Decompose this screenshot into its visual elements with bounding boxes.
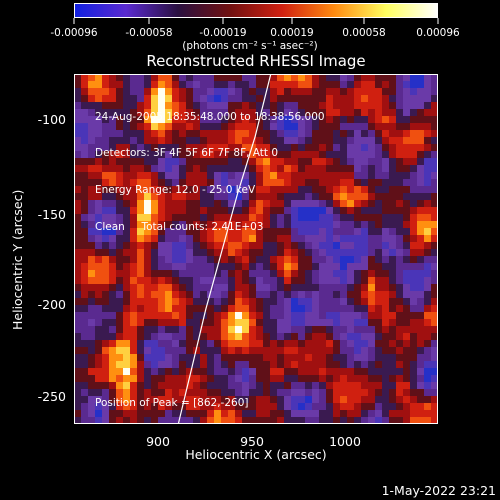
annotation-detectors: Detectors: 3F 4F 5F 6F 7F 8F, Att 0 (95, 147, 279, 160)
y-tick-label: -150 (37, 207, 66, 222)
x-tick-label: 950 (240, 434, 264, 449)
colorbar-unit-label: (photons cm⁻² s⁻¹ asec⁻²) (182, 40, 318, 52)
observation-annotations: 24-Aug-2005 18:35:48.000 to 18:38:56.000… (95, 86, 325, 246)
x-axis-label: Heliocentric X (arcsec) (185, 447, 327, 462)
x-tick-label: 1000 (329, 434, 361, 449)
colorbar-tick-label: 0.00019 (270, 27, 314, 39)
x-tick-label: 900 (146, 434, 170, 449)
plot-frame (74, 74, 438, 424)
colorbar-tick-label: -0.00058 (125, 27, 173, 39)
annotation-time-range: 24-Aug-2005 18:35:48.000 to 18:38:56.000 (95, 110, 325, 123)
annotation-energy-range: Energy Range: 12.0 - 25.0 keV (95, 184, 256, 197)
colorbar-tick-label: -0.00096 (50, 27, 98, 39)
timestamp: 1-May-2022 23:21 (381, 483, 496, 498)
chart-title: Reconstructed RHESSI Image (146, 52, 366, 70)
heatmap-image (74, 74, 438, 424)
peak-position-label: Position of Peak = [862,-260] (95, 397, 249, 409)
colorbar-tick-label: 0.00096 (416, 27, 460, 39)
y-axis-label: Heliocentric Y (arcsec) (10, 189, 25, 330)
colorbar-frame (74, 3, 438, 18)
solar-limb-line (177, 74, 272, 424)
annotation-total-counts: Clean Total counts: 2.41E+03 (95, 221, 264, 234)
y-tick-label: -200 (37, 297, 66, 312)
colorbar (73, 3, 439, 24)
colorbar-tick-label: -0.00019 (199, 27, 247, 39)
colorbar-tick-label: 0.00058 (342, 27, 386, 39)
heatmap-cells (74, 74, 438, 424)
colorbar-gradient (74, 3, 438, 18)
y-tick-label: -100 (37, 112, 66, 127)
y-tick-label: -250 (37, 389, 66, 404)
